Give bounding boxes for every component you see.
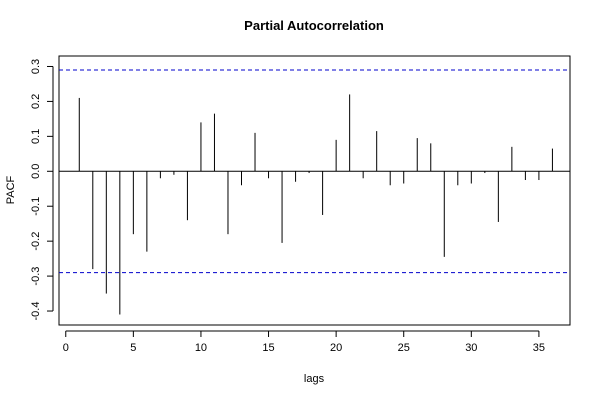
y-tick-label: 0.0 — [30, 164, 42, 179]
x-tick-label: 20 — [330, 342, 342, 354]
x-tick-label: 15 — [262, 342, 274, 354]
y-axis-label: PACF — [5, 175, 17, 204]
y-tick-label: 0.3 — [30, 59, 42, 74]
y-tick-label: -0.1 — [30, 197, 42, 216]
x-tick-label: 10 — [195, 342, 207, 354]
y-tick-label: 0.1 — [30, 129, 42, 144]
x-axis: 0 5 10 15 20 25 30 35 — [63, 330, 545, 354]
x-axis-label: lags — [304, 373, 325, 385]
y-axis: -0.4 -0.3 -0.2 -0.1 0.0 0.1 0.2 0.3 — [30, 59, 54, 321]
x-tick-label: 5 — [130, 342, 136, 354]
y-tick-label: -0.4 — [30, 302, 42, 321]
x-tick-label: 35 — [533, 342, 545, 354]
x-tick-label: 25 — [398, 342, 410, 354]
x-tick-label: 30 — [465, 342, 477, 354]
plot-box — [58, 55, 571, 326]
y-tick-label: -0.2 — [30, 232, 42, 251]
y-tick-label: 0.2 — [30, 94, 42, 109]
pacf-bars — [78, 94, 553, 315]
y-tick-label: -0.3 — [30, 267, 42, 286]
confidence-bounds — [59, 69, 570, 274]
x-tick-label: 0 — [63, 342, 69, 354]
chart-title: Partial Autocorrelation — [244, 18, 384, 33]
